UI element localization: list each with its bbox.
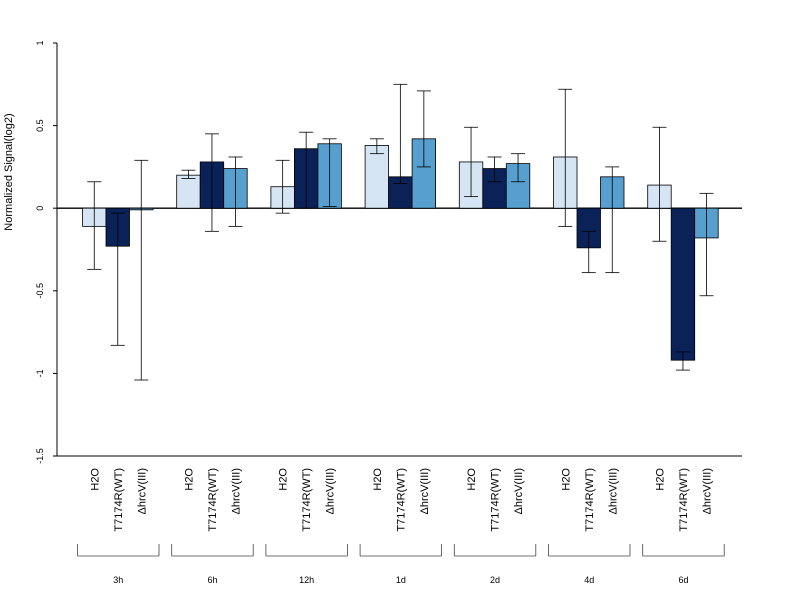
bar-label: T7174R(WT) (395, 468, 407, 532)
bar-label: ΔhrcV(III) (136, 468, 148, 514)
group-bracket: 2d (453, 544, 537, 585)
bar-label: T7174R(WT) (207, 468, 219, 532)
error-bar (134, 159, 149, 381)
bar-label: T7174R(WT) (678, 468, 690, 532)
group-bracket: 4d (548, 544, 631, 585)
bar-label: H2O (183, 468, 195, 491)
y-tick-label: -1 (35, 369, 45, 377)
error-bar (181, 169, 196, 179)
x-tick-labels: H2O T7174R(WT) ΔhrcV(III) H2O T7174R(WT) Δhrc… (89, 468, 713, 532)
group-label: 2d (490, 575, 500, 585)
error-bar (299, 131, 314, 209)
group-label: 12h (299, 575, 314, 585)
group-label: 6h (207, 575, 217, 585)
bar-label: H2O (560, 468, 572, 491)
bar (176, 174, 201, 209)
group-bracket: 6d (642, 544, 725, 585)
bar-label: H2O (278, 468, 290, 491)
group-bracket: 12h (265, 544, 348, 585)
error-bar (204, 133, 219, 232)
error-bars (87, 83, 714, 381)
bar-label: H2O (654, 468, 666, 491)
bar-label: H2O (372, 468, 384, 491)
group-bracket: 6h (171, 544, 254, 585)
bar (670, 207, 696, 361)
error-bar (464, 126, 479, 198)
error-bar (558, 88, 573, 227)
error-bar (581, 230, 596, 274)
bar-label: ΔhrcV(III) (419, 468, 431, 514)
error-bar (275, 159, 290, 214)
y-tick-label: 1 (35, 40, 45, 45)
error-bar (322, 138, 337, 207)
bar-label: ΔhrcV(III) (701, 468, 713, 514)
bar-label: ΔhrcV(III) (607, 468, 619, 514)
error-bar (511, 153, 526, 183)
error-bar (416, 90, 431, 168)
error-bar (675, 351, 690, 371)
error-bar (110, 212, 125, 346)
bar-label: T7174R(WT) (490, 468, 502, 532)
group-label: 6d (678, 575, 688, 585)
bar-label: ΔhrcV(III) (513, 468, 525, 514)
bar-label: H2O (89, 468, 101, 491)
bar-label: H2O (466, 468, 478, 491)
group-label: 4d (584, 575, 594, 585)
error-bar (652, 126, 667, 242)
bar-label: T7174R(WT) (584, 468, 596, 532)
error-bar (228, 156, 243, 227)
group-bracket: 3h (77, 544, 160, 585)
group-label: 1d (396, 575, 406, 585)
y-tick-label: -0.5 (35, 283, 45, 299)
bar-label: T7174R(WT) (113, 468, 125, 532)
error-bar (393, 83, 408, 184)
bar-label: ΔhrcV(III) (325, 468, 337, 514)
error-bar (605, 166, 620, 274)
y-axis-label: Normalized Signal(log2) (3, 113, 15, 230)
group-brackets: 3h 6h 12h 1d 2d 4d 6d (77, 544, 725, 585)
y-tick-label: 0.5 (35, 119, 45, 132)
error-bar (699, 192, 714, 297)
y-tick-label: -1.5 (35, 448, 45, 464)
error-bar (369, 138, 384, 155)
group-label: 3h (113, 575, 123, 585)
bar-label: ΔhrcV(III) (230, 468, 242, 514)
bar (364, 145, 390, 209)
bar-label: T7174R(WT) (301, 468, 313, 532)
error-bar (87, 181, 102, 270)
error-bar (487, 156, 502, 183)
y-tick-label: 0 (35, 206, 45, 211)
group-bracket: 1d (359, 544, 443, 585)
